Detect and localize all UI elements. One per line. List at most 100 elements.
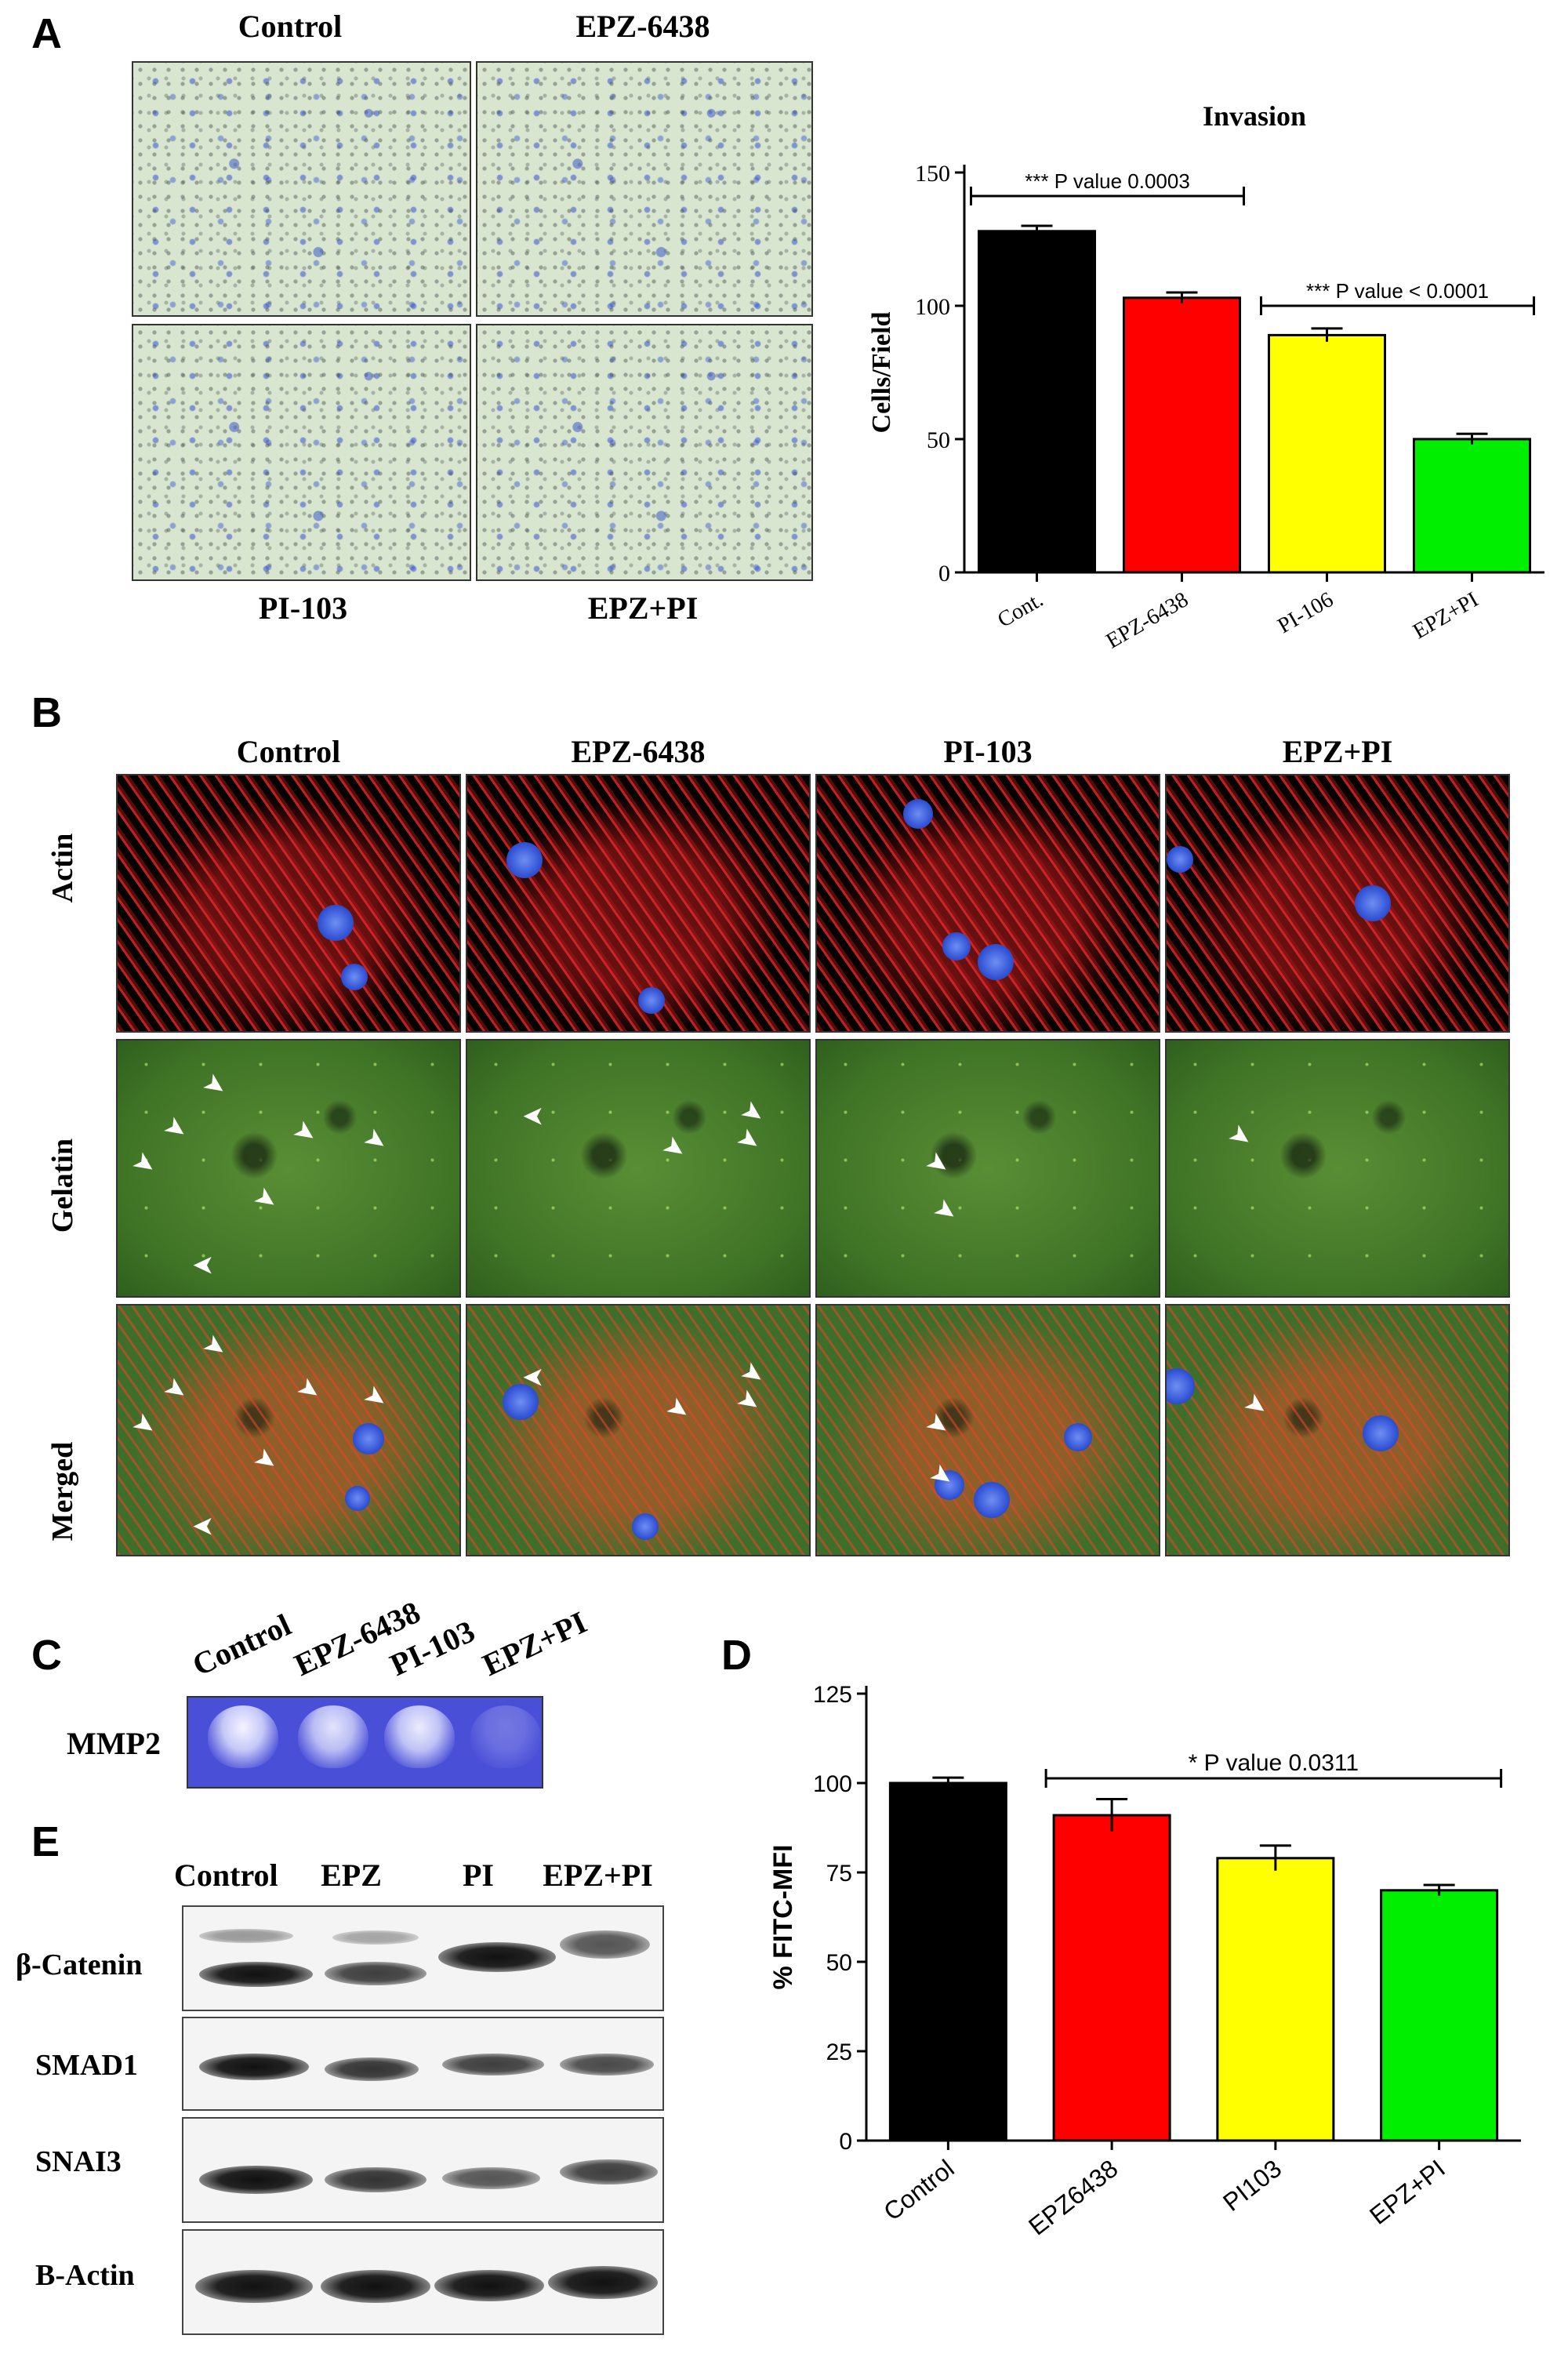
actin-image-control (116, 774, 461, 1033)
band (195, 2270, 313, 2303)
invasion-micrograph-control (132, 61, 471, 317)
arrow-icon: ➤ (158, 1109, 194, 1148)
gelatin-image-epz6438: ➤ ➤ ➤ ➤ (466, 1039, 811, 1298)
actin-image-epz6438 (466, 774, 811, 1033)
column-label-epz-pi: EPZ+PI (1282, 734, 1393, 769)
bar-epz-pi (1413, 438, 1531, 574)
band (199, 1962, 313, 1987)
arrow-icon: ➤ (291, 1370, 328, 1409)
x-tick-label: PI103 (1218, 2154, 1287, 2217)
blot-smad1 (182, 2017, 664, 2111)
significance-label: * P value 0.0311 (1189, 1750, 1359, 1776)
arrow-icon: ➤ (197, 1327, 234, 1366)
panel-label-a: A (31, 10, 62, 57)
mmp2-band (384, 1705, 455, 1768)
row-label-gelatin: Gelatin (46, 1138, 79, 1233)
y-axis-label: Cells/Field (867, 311, 896, 433)
band (434, 2270, 544, 2301)
nucleus (1363, 1415, 1399, 1451)
arrow-icon: ➤ (248, 1440, 285, 1480)
y-tick-label: 50 (826, 1950, 852, 1976)
gelatin-image-control: ➤ ➤ ➤ ➤ ➤ ➤ ➤ (116, 1039, 461, 1298)
band (325, 1962, 426, 1985)
band (548, 2266, 658, 2299)
y-tick-label: 25 (826, 2039, 852, 2065)
nucleus (978, 944, 1014, 980)
arrow-icon: ➤ (158, 1370, 194, 1409)
band (442, 2054, 544, 2076)
band (332, 1930, 419, 1945)
x-tick-label: EPZ+PI (1409, 587, 1483, 644)
bar-control (888, 1781, 1007, 2142)
nucleus (974, 1482, 1010, 1518)
gelatin-image-pi103: ➤ ➤ (815, 1039, 1160, 1298)
nucleus (638, 987, 665, 1014)
arrow-icon: ➤ (248, 1179, 285, 1218)
band (199, 2054, 309, 2080)
arrow-icon: ➤ (1222, 1117, 1259, 1156)
merged-image-epz6438: ➤ ➤ ➤ ➤ (466, 1304, 811, 1556)
nucleus (632, 1513, 659, 1540)
nucleus (1167, 846, 1193, 873)
arrow-icon: ➤ (660, 1389, 697, 1429)
nucleus (1167, 1368, 1195, 1404)
arrow-icon: ➤ (731, 1120, 768, 1160)
row-label-b-actin: B-Actin (35, 2259, 135, 2292)
panel-label-d: D (721, 1632, 752, 1679)
actin-image-epz-pi (1165, 774, 1510, 1033)
y-tick-label: 150 (915, 161, 950, 187)
arrow-icon: ➤ (927, 1191, 964, 1230)
nucleus (345, 1486, 370, 1511)
nucleus (935, 1470, 964, 1500)
arrow-icon: ➤ (197, 1066, 234, 1105)
arrow-icon: ➤ (656, 1128, 693, 1168)
panel-label-e: E (31, 1818, 60, 1865)
actin-image-pi103 (815, 774, 1160, 1033)
merged-image-pi103: ➤ ➤ (815, 1304, 1160, 1556)
row-label-mmp2: MMP2 (67, 1726, 161, 1761)
arrow-icon: ➤ (920, 1144, 956, 1183)
arrow-icon: ➤ (126, 1144, 163, 1183)
band (560, 1930, 650, 1959)
bar-epz-6438 (1123, 296, 1241, 574)
y-axis-label: % FITC-MFI (768, 1844, 798, 1989)
arrow-icon: ➤ (358, 1378, 394, 1417)
bar-epz-pi (1380, 1889, 1499, 2142)
nucleus (341, 964, 368, 990)
nucleus (318, 905, 354, 941)
band (560, 2159, 658, 2184)
column-label-control: Control (236, 734, 341, 769)
chart-title: Invasion (1203, 100, 1306, 132)
x-tick-label: EPZ+PI (1364, 2154, 1450, 2230)
y-tick-label: 100 (813, 1771, 852, 1797)
arrow-icon: ➤ (287, 1113, 324, 1152)
y-tick-label: 100 (915, 294, 950, 320)
band (199, 2166, 313, 2194)
nucleus (903, 799, 933, 829)
mmp2-band (470, 1705, 541, 1768)
invasion-micrograph-pi103 (132, 324, 471, 581)
mmp2-band (298, 1705, 368, 1768)
blot-b-actin (182, 2229, 664, 2335)
significance-label: *** P value < 0.0001 (1306, 279, 1489, 303)
arrow-icon: ➤ (920, 1405, 956, 1444)
bar-epz6438 (1052, 1814, 1171, 2142)
lane-label-control: Control (174, 1858, 278, 1893)
significance-label: *** P value 0.0003 (1025, 169, 1190, 193)
band (325, 2167, 426, 2192)
arrow-icon: ➤ (522, 1362, 545, 1393)
invasion-micrograph-epz-pi (476, 324, 813, 581)
nucleus (942, 932, 971, 961)
blot-snai3 (182, 2117, 664, 2223)
nucleus (1355, 885, 1391, 921)
arrow-icon: ➤ (522, 1101, 545, 1132)
merged-image-control: ➤ ➤ ➤ ➤ ➤ ➤ ➤ (116, 1304, 461, 1556)
micrograph-label-pi103: PI-103 (258, 590, 348, 626)
x-tick-label: Control (878, 2154, 959, 2226)
micrograph-label-control: Control (238, 9, 343, 44)
x-tick-label: PI-106 (1273, 587, 1338, 638)
bar-pi103 (1216, 1857, 1335, 2142)
nucleus (1064, 1423, 1092, 1451)
arrow-icon: ➤ (358, 1120, 394, 1160)
invasion-bar-chart: Invasion Cells/Field 0 50 100 150 Cont. EPZ-643… (867, 100, 1544, 654)
